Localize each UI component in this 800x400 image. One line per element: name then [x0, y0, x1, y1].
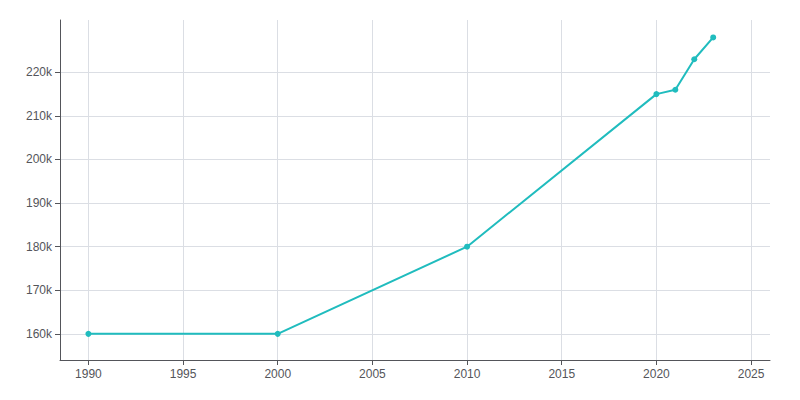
svg-text:160k: 160k — [26, 327, 53, 341]
svg-text:2000: 2000 — [264, 367, 291, 381]
svg-text:210k: 210k — [26, 109, 53, 123]
svg-text:2015: 2015 — [548, 367, 575, 381]
svg-text:200k: 200k — [26, 152, 53, 166]
svg-text:1990: 1990 — [75, 367, 102, 381]
svg-text:190k: 190k — [26, 196, 53, 210]
svg-text:180k: 180k — [26, 240, 53, 254]
svg-text:2005: 2005 — [359, 367, 386, 381]
svg-text:1995: 1995 — [170, 367, 197, 381]
svg-text:170k: 170k — [26, 283, 53, 297]
svg-text:220k: 220k — [26, 65, 53, 79]
svg-text:2010: 2010 — [454, 367, 481, 381]
svg-text:2025: 2025 — [738, 367, 765, 381]
svg-text:2020: 2020 — [643, 367, 670, 381]
